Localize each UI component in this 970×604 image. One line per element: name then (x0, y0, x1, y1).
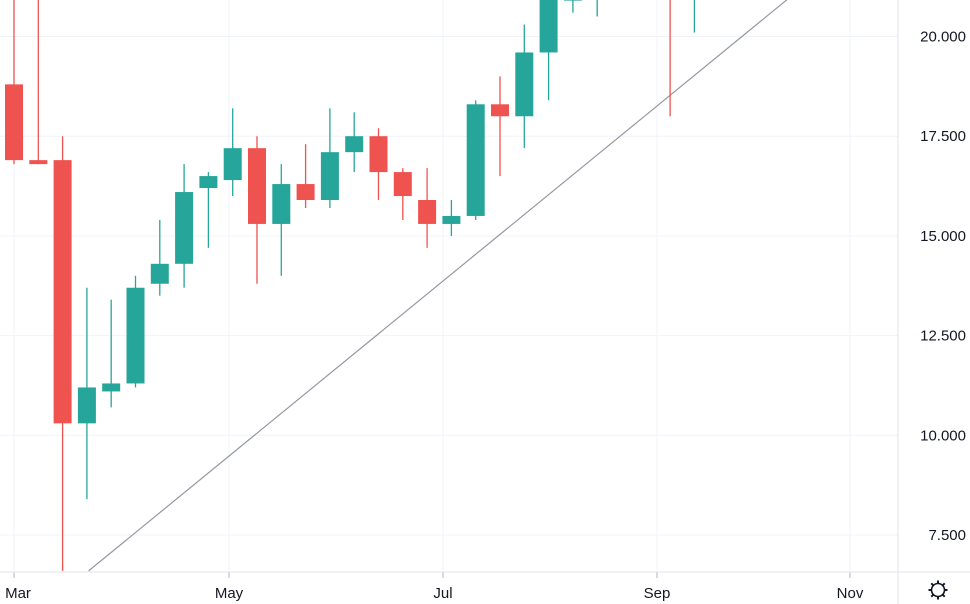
candle-body (272, 184, 291, 224)
candle-body (442, 215, 461, 224)
candle (272, 164, 291, 276)
candle (53, 136, 72, 571)
candle (248, 136, 266, 284)
candle (296, 144, 315, 208)
x-tick-label: Mar (5, 585, 31, 602)
candle-body (466, 104, 485, 216)
gear-ring (930, 582, 946, 598)
candle (345, 112, 364, 173)
chart-grid (0, 0, 898, 572)
candle (223, 108, 242, 197)
y-tick-label: 12.500 (920, 328, 966, 345)
candle (320, 108, 339, 208)
y-tick-label: 15.000 (920, 228, 966, 245)
candle-body (418, 200, 437, 224)
x-tick-label: Nov (837, 585, 864, 602)
x-tick-label: Sep (644, 585, 671, 602)
candle (393, 168, 412, 220)
candle (491, 76, 509, 177)
settings-gear-icon[interactable] (928, 580, 948, 600)
candle-body (320, 152, 339, 201)
candle-body (29, 160, 48, 165)
candle-body (563, 0, 582, 1)
gear-tooth (930, 593, 935, 598)
candle-body (53, 160, 72, 424)
candle-body (5, 84, 23, 161)
candle-body (175, 192, 194, 264)
time-axis[interactable]: Mar May Jul Sep Nov (0, 571, 970, 602)
y-tick-label: 10.000 (920, 427, 966, 444)
candle-body (150, 263, 169, 284)
candle (563, 0, 582, 13)
candles-layer (5, 0, 696, 571)
candle (596, 0, 598, 17)
candle (442, 200, 461, 236)
candle (369, 128, 388, 201)
y-tick-label: 17.500 (920, 128, 966, 145)
candle-body (248, 148, 266, 224)
candle-body (345, 136, 364, 153)
candle-body (369, 136, 388, 173)
candle (539, 0, 558, 101)
candle (466, 100, 485, 220)
candle (199, 172, 218, 248)
candle-body (539, 0, 558, 53)
candle-body (77, 387, 96, 424)
gear-tooth (930, 582, 935, 587)
candle (29, 0, 48, 165)
candle (693, 0, 696, 33)
x-tick-label: Jul (433, 585, 452, 602)
candle-body (199, 176, 218, 189)
candle-body (102, 383, 121, 392)
trendline (88, 0, 788, 572)
candle-body (515, 52, 534, 117)
y-tick-label: 20.000 (920, 29, 966, 46)
candle (175, 164, 194, 288)
candle-body (393, 172, 412, 197)
trendline-layer (88, 0, 788, 572)
candle (150, 219, 169, 296)
candle (5, 0, 23, 165)
y-tick-label: 7.500 (928, 527, 966, 544)
candle-body (223, 148, 242, 181)
candle-body (296, 184, 315, 201)
candle (515, 24, 534, 149)
candle (418, 168, 437, 248)
candle (102, 299, 121, 408)
gear-tooth (941, 593, 946, 598)
x-tick-label: May (215, 585, 244, 602)
candle (126, 275, 145, 388)
gear-tooth (941, 582, 946, 587)
candle-body (491, 104, 509, 117)
candle (77, 287, 96, 500)
candle (669, 0, 671, 117)
candle-body (126, 287, 145, 384)
price-axis[interactable]: 7.50010.00012.50015.00017.50020.00022.50… (897, 0, 966, 604)
